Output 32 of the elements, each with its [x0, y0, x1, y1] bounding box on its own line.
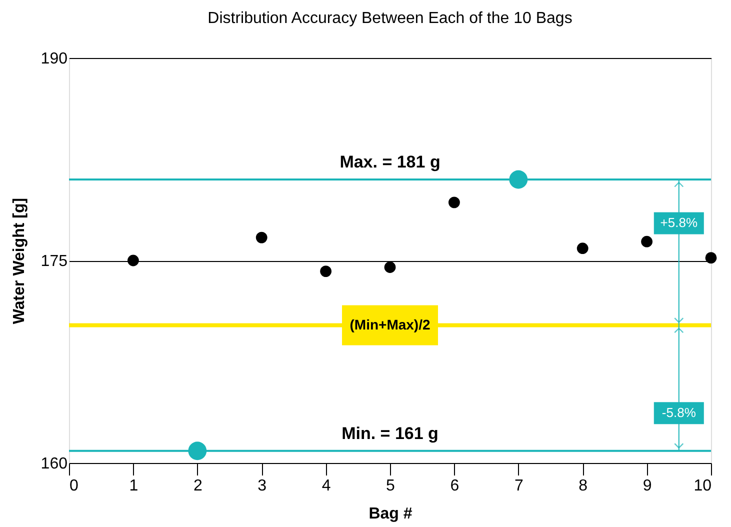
annotation: +5.8% [660, 215, 698, 230]
x-axis-title: Bag # [368, 506, 412, 522]
x-tick-label: 8 [578, 478, 588, 494]
ref-line-label: Min. = 161 g [342, 424, 438, 443]
point [509, 170, 528, 189]
y-tick-label: 190 [40, 50, 68, 68]
point [256, 232, 268, 244]
chart-title: Distribution Accuracy Between Each of the 10 Bags [208, 10, 572, 27]
y-tick-label: 175 [40, 253, 68, 270]
x-tick-label: 4 [322, 478, 331, 494]
ref-line-label: (Min+Max)/2 [350, 316, 430, 332]
point [705, 252, 717, 264]
point [320, 266, 332, 277]
ref-line-label: Max. = 181 g [340, 152, 440, 172]
x-tick-label: 1 [129, 478, 138, 494]
y-tick-label: 160 [40, 456, 68, 472]
x-tick-label: 10 [694, 478, 712, 494]
x-tick-label: 0 [70, 478, 78, 494]
point [128, 254, 139, 266]
point [448, 196, 460, 208]
point [576, 242, 588, 254]
point [188, 442, 207, 460]
point [641, 236, 652, 248]
x-tick-label: 6 [450, 478, 460, 494]
x-tick-label: 7 [514, 478, 524, 494]
x-tick-label: 9 [642, 478, 652, 494]
y-axis-title: Water Weight [g] [10, 198, 28, 324]
point [384, 262, 396, 273]
x-tick-label: 3 [258, 478, 267, 494]
annotation: -5.8% [662, 405, 696, 420]
x-tick-label: 5 [386, 478, 396, 494]
x-tick-label: 2 [193, 478, 202, 494]
